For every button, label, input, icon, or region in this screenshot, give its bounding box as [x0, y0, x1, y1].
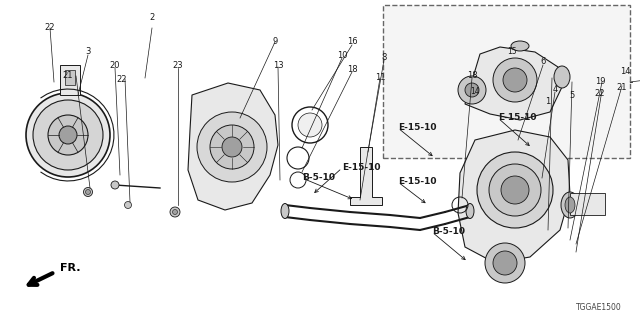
Ellipse shape [281, 204, 289, 219]
Circle shape [489, 164, 541, 216]
Circle shape [170, 207, 180, 217]
Text: B-5-10: B-5-10 [432, 228, 465, 236]
Text: 22: 22 [116, 76, 127, 84]
Ellipse shape [554, 66, 570, 88]
Text: 3: 3 [85, 47, 91, 57]
Text: 23: 23 [173, 60, 183, 69]
Text: 5: 5 [570, 92, 575, 100]
Text: 4: 4 [552, 85, 557, 94]
Text: 8: 8 [381, 52, 387, 61]
Text: 16: 16 [347, 37, 357, 46]
Ellipse shape [561, 192, 579, 218]
Circle shape [26, 93, 110, 177]
Circle shape [173, 210, 177, 214]
Text: 6: 6 [540, 58, 546, 67]
Circle shape [83, 188, 93, 196]
Circle shape [503, 68, 527, 92]
Circle shape [86, 189, 90, 195]
Circle shape [111, 181, 119, 189]
Text: 22: 22 [595, 90, 605, 99]
Circle shape [210, 125, 254, 169]
Text: 9: 9 [273, 37, 278, 46]
Polygon shape [188, 83, 278, 210]
Circle shape [465, 83, 479, 97]
Text: 15: 15 [507, 47, 517, 57]
Text: 21: 21 [63, 71, 73, 81]
Text: 18: 18 [347, 66, 357, 75]
Text: 20: 20 [109, 60, 120, 69]
Text: E-15-10: E-15-10 [342, 164, 381, 172]
Text: FR.: FR. [60, 263, 81, 273]
Text: 18: 18 [467, 71, 477, 81]
Circle shape [493, 251, 517, 275]
Text: 14: 14 [620, 68, 630, 76]
Circle shape [222, 137, 242, 157]
Polygon shape [458, 130, 570, 263]
Circle shape [298, 113, 322, 137]
Bar [65, 70, 75, 85]
Text: 13: 13 [273, 61, 284, 70]
Text: 21: 21 [617, 84, 627, 92]
Circle shape [485, 243, 525, 283]
Text: 22: 22 [45, 23, 55, 33]
Circle shape [477, 152, 553, 228]
Circle shape [33, 100, 103, 170]
Text: E-15-10: E-15-10 [398, 124, 436, 132]
Text: B-5-10: B-5-10 [302, 173, 335, 182]
Text: TGGAE1500: TGGAE1500 [576, 303, 622, 312]
Circle shape [48, 115, 88, 155]
Text: 1: 1 [545, 98, 550, 107]
Text: 19: 19 [595, 77, 605, 86]
Text: 2: 2 [149, 13, 155, 22]
Text: 14: 14 [470, 87, 480, 97]
Circle shape [59, 126, 77, 144]
Ellipse shape [565, 197, 575, 213]
Polygon shape [465, 47, 562, 120]
Text: E-15-10: E-15-10 [398, 178, 436, 187]
Ellipse shape [511, 41, 529, 51]
Circle shape [501, 176, 529, 204]
Circle shape [493, 58, 537, 102]
Polygon shape [350, 147, 382, 205]
Text: 10: 10 [337, 51, 348, 60]
Bar [570, 193, 605, 215]
Text: E-15-10: E-15-10 [498, 114, 536, 123]
Circle shape [197, 112, 267, 182]
Ellipse shape [466, 204, 474, 219]
Circle shape [125, 202, 131, 209]
Bar [60, 65, 80, 95]
Circle shape [458, 76, 486, 104]
Text: 11: 11 [375, 74, 385, 83]
Bar [383, 5, 630, 158]
